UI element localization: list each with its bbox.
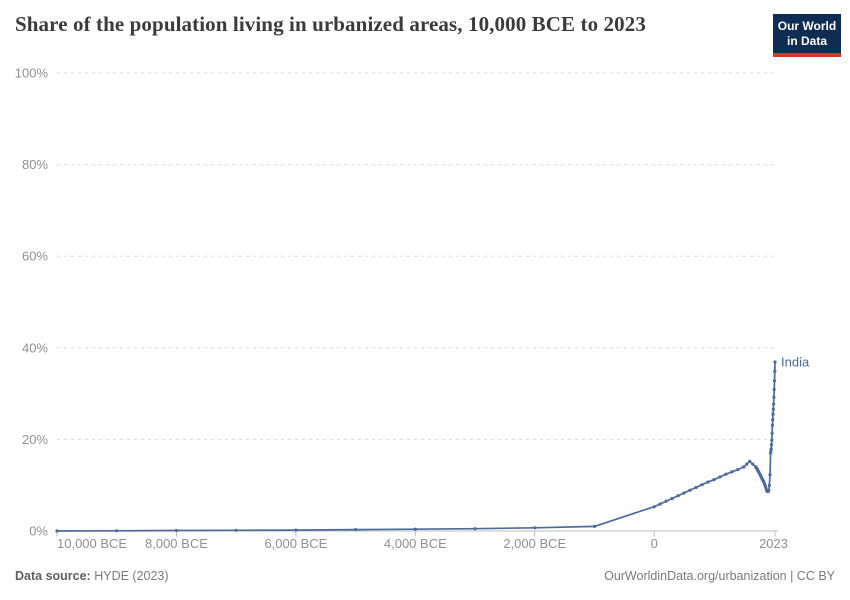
india-data-point [718,475,722,479]
india-line [56,361,776,532]
india-data-point [234,528,238,532]
india-data-point [592,524,597,529]
india-data-point [767,488,771,492]
data-source-value: HYDE (2023) [90,569,169,583]
india-data-point [700,483,704,487]
india-data-point [768,473,772,477]
india-data-point [771,407,775,411]
owid-logo-line2: in Data [786,34,827,48]
india-data-point [772,387,776,392]
x-axis-tick-label: 10,000 BCE [57,536,127,551]
x-axis-tick-label: 4,000 BCE [384,536,447,551]
x-axis-tick-label: 0 [651,536,658,551]
india-data-point [773,360,777,364]
india-data-point [770,423,775,427]
india-data-point [770,438,774,442]
india-data-point [664,499,668,503]
india-data-point [748,459,752,463]
india-data-point [771,412,775,416]
india-data-point [473,527,477,531]
india-data-point [652,505,656,509]
chart-footer: Data source: HYDE (2023) OurWorldinData.… [15,569,835,583]
india-data-point [736,468,740,472]
india-data-point [742,465,746,469]
data-source-note: Data source: HYDE (2023) [15,569,169,583]
x-axis-tick-label: 8,000 BCE [145,536,208,551]
india-data-point [745,462,749,466]
india-data-point [769,447,773,451]
india-data-point [730,470,734,474]
series-india: India [55,354,810,533]
y-axis-labels: 0% 20% 40% 60% 80% 100% [15,66,49,539]
owid-logo: Our World in Data [773,14,841,57]
india-data-point [770,431,774,435]
y-axis-tick-label: 40% [22,340,48,355]
gridlines [57,72,778,440]
x-axis-tick-label: 6,000 BCE [264,536,327,551]
india-data-point [772,379,777,383]
chart-title: Share of the population living in urbani… [15,12,646,36]
y-axis-tick-label: 100% [15,66,49,81]
india-data-point [294,528,298,532]
attribution-note: OurWorldinData.org/urbanization | CC BY [604,569,835,583]
india-data-point [772,402,776,406]
data-source-label: Data source: [15,569,91,583]
india-data-point [773,369,777,373]
india-data-point [115,529,119,533]
x-axis-tick-label: 2,000 BCE [503,536,566,551]
india-data-point [751,462,755,466]
india-data-point [354,528,358,532]
india-data-point [688,488,692,492]
india-data-point [769,451,773,455]
y-axis-tick-label: 0% [29,524,48,539]
india-data-point [694,485,698,490]
india-data-point [676,494,680,498]
india-data-point [658,502,662,506]
india-data-point [682,491,686,495]
india-data-point [55,529,59,533]
owid-logo-line1: Our World [777,19,837,33]
india-data-point [413,527,417,531]
india-data-point [767,483,772,487]
x-axis: 10,000 BCE 8,000 BCE 6,000 BCE 4,000 BCE 2,0… [56,530,788,551]
y-axis-tick-label: 20% [22,432,48,447]
india-data-point [772,395,776,399]
india-data-point [712,478,716,482]
india-data-point [724,472,728,476]
y-axis-tick-label: 60% [22,249,48,264]
india-data-point [771,418,775,422]
india-data-point [706,480,710,484]
india-data-point [533,526,537,530]
india-data-point [670,496,674,501]
india-data-point [174,528,178,533]
x-axis-tick-label: 2023 [759,536,788,551]
y-axis-tick-label: 80% [22,157,48,172]
india-series-label: India [781,354,810,369]
india-data-point [769,443,774,447]
